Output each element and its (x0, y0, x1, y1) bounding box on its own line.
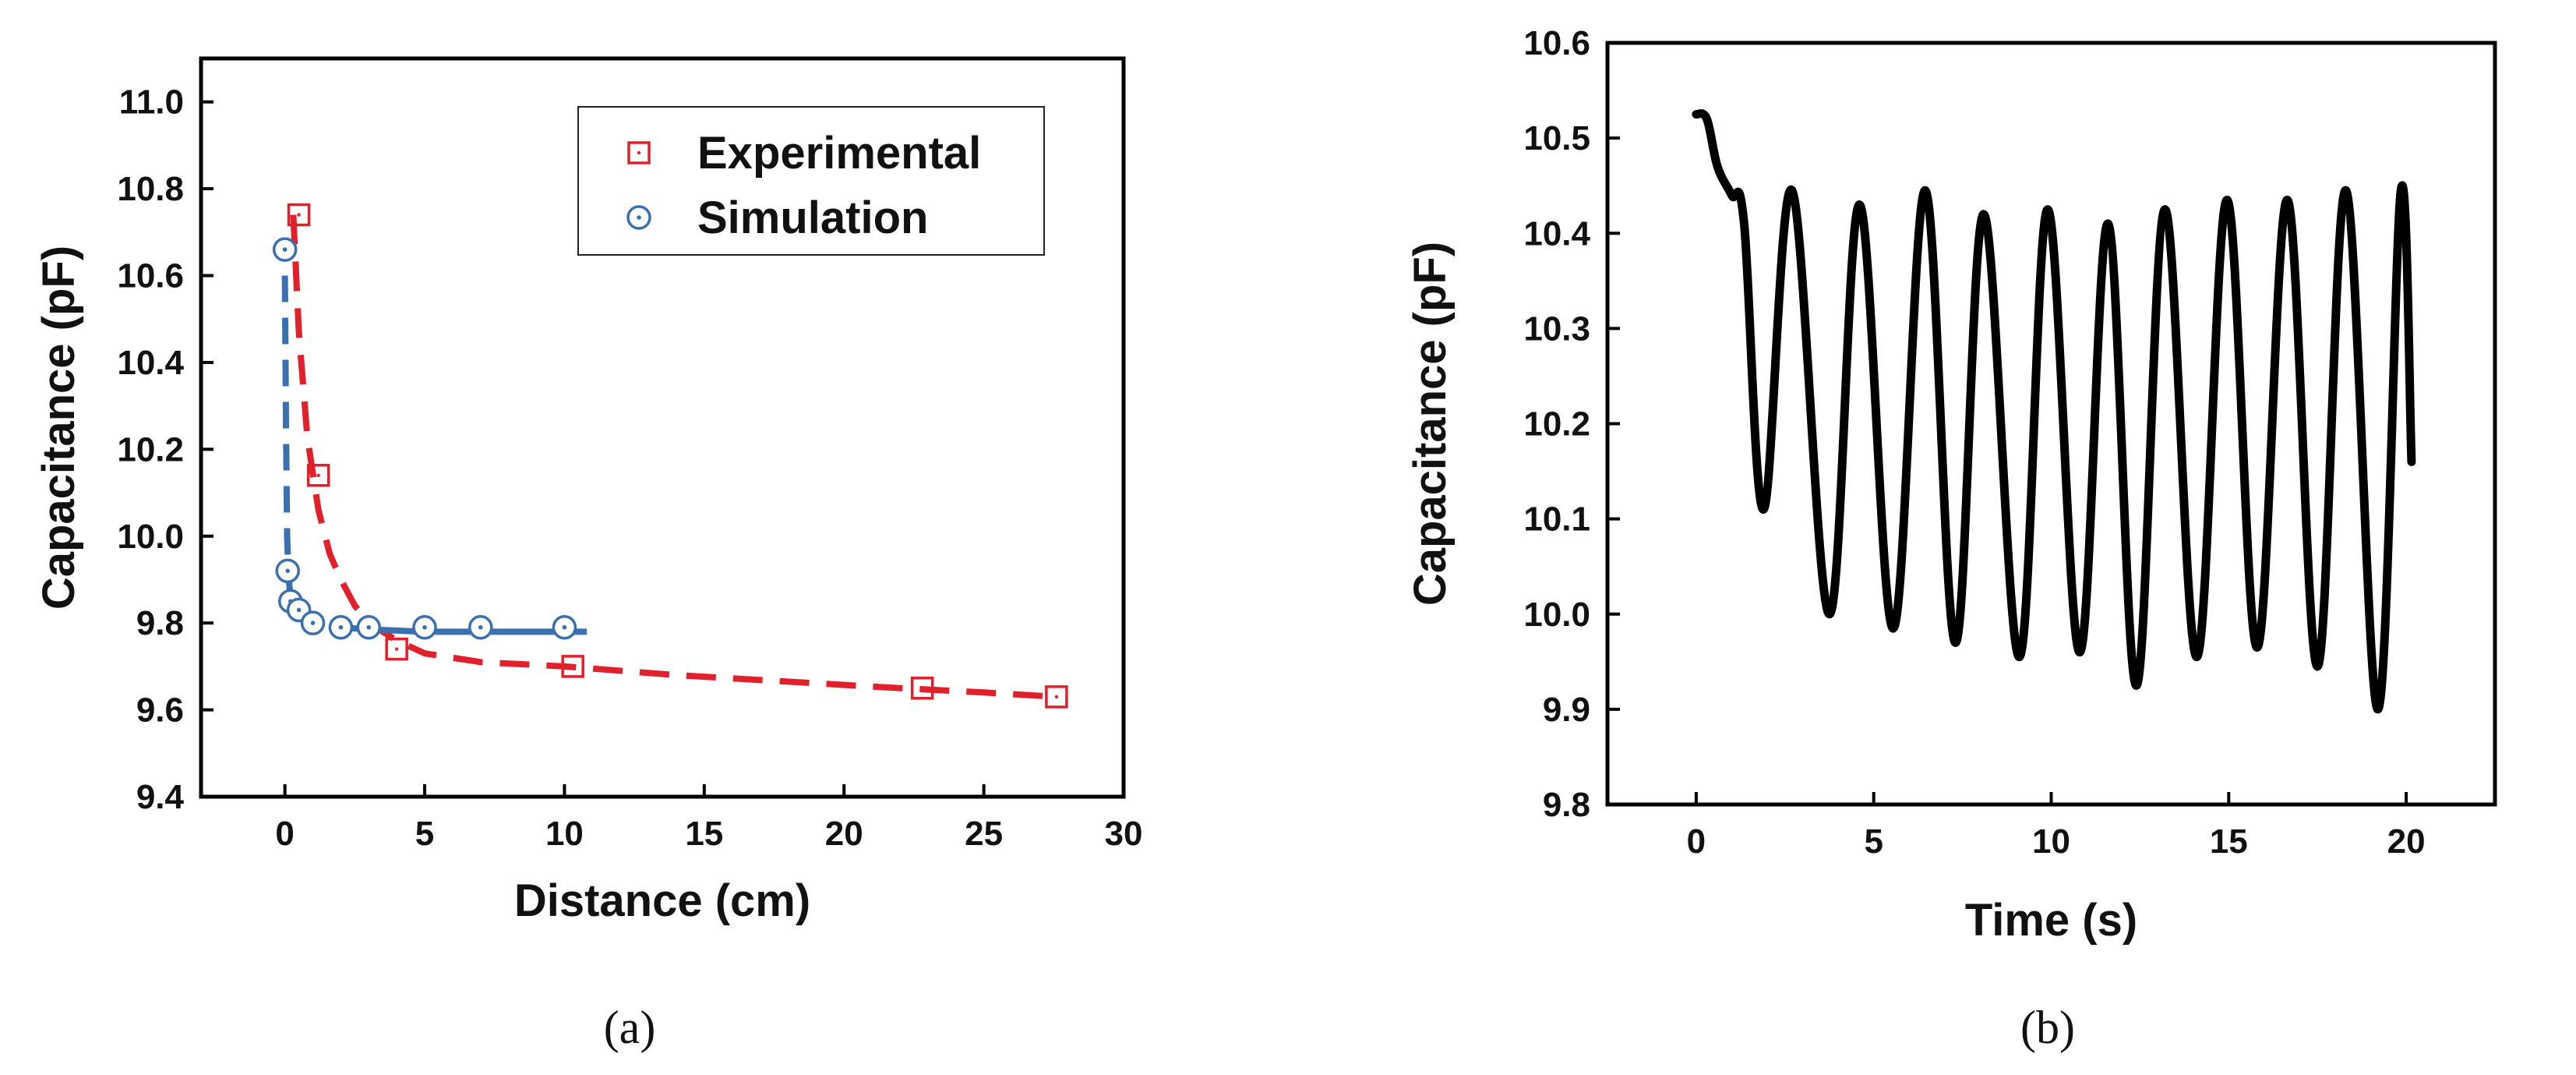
chart-a-x-tick-label: 20 (825, 815, 863, 853)
marker-center-dot (637, 215, 641, 220)
chart-a-y-tick-label: 11.0 (119, 83, 184, 122)
point-experimental (1045, 685, 1068, 709)
marker-square (910, 676, 934, 700)
marker-square (385, 637, 408, 661)
marker-center-dot (394, 647, 399, 651)
marker-center-dot (366, 624, 372, 630)
marker-center-dot (562, 624, 567, 630)
marker-square (287, 203, 311, 227)
chart-b-axes: 0 5 10 15 20 9.8 9.9 10.0 10.1 10.2 10.3 10.4 10.5 10… (1523, 24, 2497, 861)
chart-a-y-tick-label: 10.6 (117, 257, 184, 295)
fit-line-experimental (290, 214, 1057, 700)
chart-b-x-tick-label: 0 (1687, 822, 1706, 861)
chart-b-y-tick-label: 10.0 (1523, 596, 1590, 634)
chart-a-legend: Experimental Simulation (577, 106, 1045, 256)
chart-b-x-tick-label: 20 (2387, 822, 2426, 861)
marker-center-dot (478, 624, 483, 630)
chart-a-x-tick-label: 0 (275, 815, 294, 853)
marker-center-dot (920, 686, 924, 690)
chart-a-axes: 0 5 10 15 20 25 30 9.4 9.6 9.8 10.0 10.2 10.4 10.6 10.… (117, 56, 1143, 853)
legend-marker-experimental (627, 141, 651, 164)
legend-symbol-square (627, 141, 651, 164)
point-simulation (275, 558, 300, 584)
marker-center-dot (570, 664, 575, 669)
point-experimental (385, 637, 408, 661)
marker-center-dot (310, 621, 316, 625)
point-simulation (272, 237, 298, 262)
marker-center-dot (338, 624, 344, 630)
point-experimental (287, 203, 311, 227)
chart-b-series (1692, 109, 2416, 714)
chart-a-y-tick-label: 10.8 (117, 170, 184, 208)
chart-a-x-tick-label: 30 (1105, 815, 1143, 853)
marker-center-dot (282, 247, 288, 252)
legend-label-simulation: Simulation (697, 193, 928, 243)
chart-b: 0 5 10 15 20 9.8 9.9 10.0 10.1 10.2 10.3 10.4 10.5 10… (1405, 24, 2497, 1053)
chart-a-fit-curves (281, 214, 1057, 700)
panel-label-b: (b) (2020, 1002, 2075, 1053)
marker-center-dot (296, 607, 302, 613)
chart-b-y-tick-label: 9.9 (1543, 691, 1590, 729)
marker-center-dot (637, 150, 641, 155)
chart-b-y-axis-title: Capacitance (pF) (1405, 242, 1456, 606)
chart-a-y-tick-label: 10.0 (117, 518, 184, 556)
chart-a: 0 5 10 15 20 25 30 9.4 9.6 9.8 10.0 10.2 10.4 10.6 10.… (34, 56, 1143, 1053)
point-simulation (328, 614, 354, 640)
marker-center-dot (316, 473, 320, 477)
chart-b-y-tick-label: 9.8 (1543, 786, 1590, 824)
chart-a-y-axis-title: Capacitance (pF) (34, 246, 84, 610)
legend-symbol-circle (626, 205, 651, 230)
chart-b-x-tick-label: 15 (2210, 822, 2248, 861)
point-simulation (356, 614, 382, 640)
marker-center-dot (1054, 695, 1059, 699)
marker-center-dot (285, 568, 291, 574)
point-simulation (412, 614, 437, 640)
chart-b-y-tick-label: 10.4 (1523, 214, 1590, 253)
legend-marker-simulation (626, 205, 651, 230)
point-experimental (910, 676, 934, 700)
point-experimental (561, 655, 584, 678)
chart-b-y-tick-label: 10.3 (1523, 309, 1590, 348)
marker-square (306, 464, 330, 487)
chart-a-x-tick-label: 5 (415, 815, 434, 853)
point-simulation (468, 614, 493, 640)
point-experimental (306, 464, 330, 487)
chart-b-y-tick-label: 10.1 (1523, 500, 1590, 539)
panel-label-a: (a) (604, 1002, 656, 1053)
chart-a-markers (272, 203, 1068, 709)
chart-a-x-tick-label: 25 (965, 815, 1003, 853)
chart-b-y-tick-label: 10.6 (1523, 24, 1590, 62)
chart-b-y-tick-label: 10.5 (1523, 119, 1590, 157)
chart-a-y-tick-label: 9.8 (136, 604, 184, 642)
chart-a-x-tick-label: 15 (685, 815, 723, 853)
marker-square (627, 141, 651, 164)
chart-a-x-tick-label: 10 (545, 815, 584, 853)
point-simulation (552, 614, 577, 640)
chart-b-x-axis-title: Time (s) (1965, 895, 2137, 946)
chart-a-y-tick-label: 9.4 (136, 778, 185, 816)
marker-square (1045, 685, 1068, 709)
point-simulation (300, 610, 326, 635)
marker-center-dot (297, 213, 301, 217)
chart-b-x-tick-label: 5 (1864, 822, 1883, 861)
legend-label-experimental: Experimental (697, 128, 981, 179)
marker-center-dot (422, 624, 427, 630)
chart-b-x-tick-label: 10 (2032, 822, 2070, 861)
chart-b-y-tick-label: 10.2 (1523, 405, 1590, 444)
chart-a-legend-box (577, 106, 1045, 256)
marker-square (561, 655, 584, 678)
series-line-capacitance (1692, 109, 2416, 714)
chart-a-x-axis-title: Distance (cm) (514, 875, 810, 926)
chart-a-y-tick-label: 9.6 (136, 691, 184, 730)
chart-a-y-tick-label: 10.4 (117, 344, 184, 382)
chart-a-frame (199, 56, 1126, 799)
chart-a-y-tick-label: 10.2 (117, 430, 184, 469)
